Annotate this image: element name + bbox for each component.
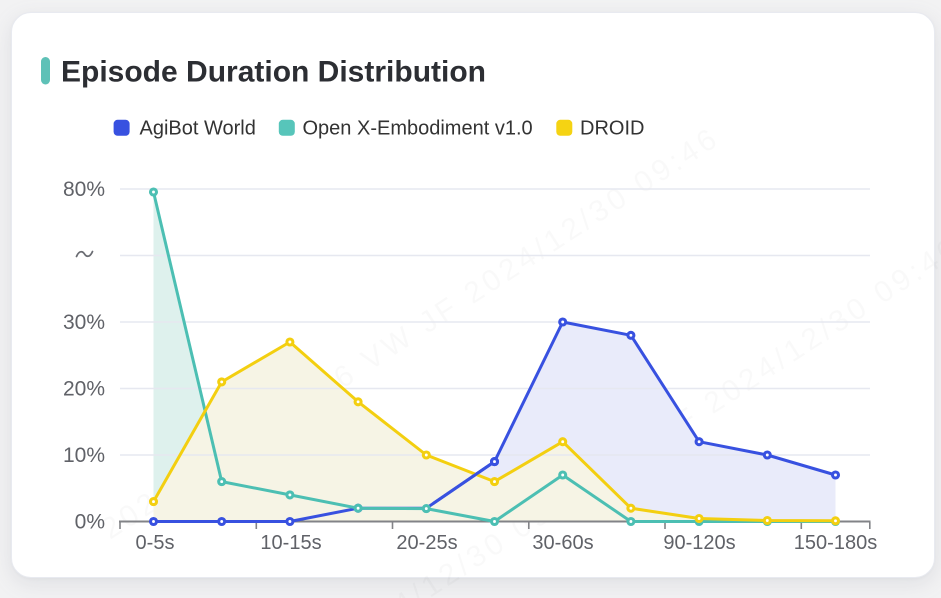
svg-text:0%: 0% xyxy=(75,511,105,534)
svg-text:80%: 80% xyxy=(63,178,105,201)
svg-text:0-5s: 0-5s xyxy=(136,532,175,554)
svg-text:AgiBot World: AgiBot World xyxy=(140,118,256,140)
svg-text:10-15s: 10-15s xyxy=(260,532,321,554)
svg-text:150-180s: 150-180s xyxy=(794,532,877,554)
svg-text:20-25s: 20-25s xyxy=(396,532,457,554)
svg-text:30%: 30% xyxy=(63,311,105,334)
svg-text:10%: 10% xyxy=(63,444,105,467)
svg-text:30-60s: 30-60s xyxy=(532,532,593,554)
svg-text:DROID: DROID xyxy=(580,118,644,140)
svg-text:Open X-Embodiment v1.0: Open X-Embodiment v1.0 xyxy=(303,118,533,140)
svg-text:Episode Duration Distribution: Episode Duration Distribution xyxy=(61,56,486,89)
svg-text:90-120s: 90-120s xyxy=(663,532,735,554)
svg-text:20%: 20% xyxy=(63,378,105,401)
